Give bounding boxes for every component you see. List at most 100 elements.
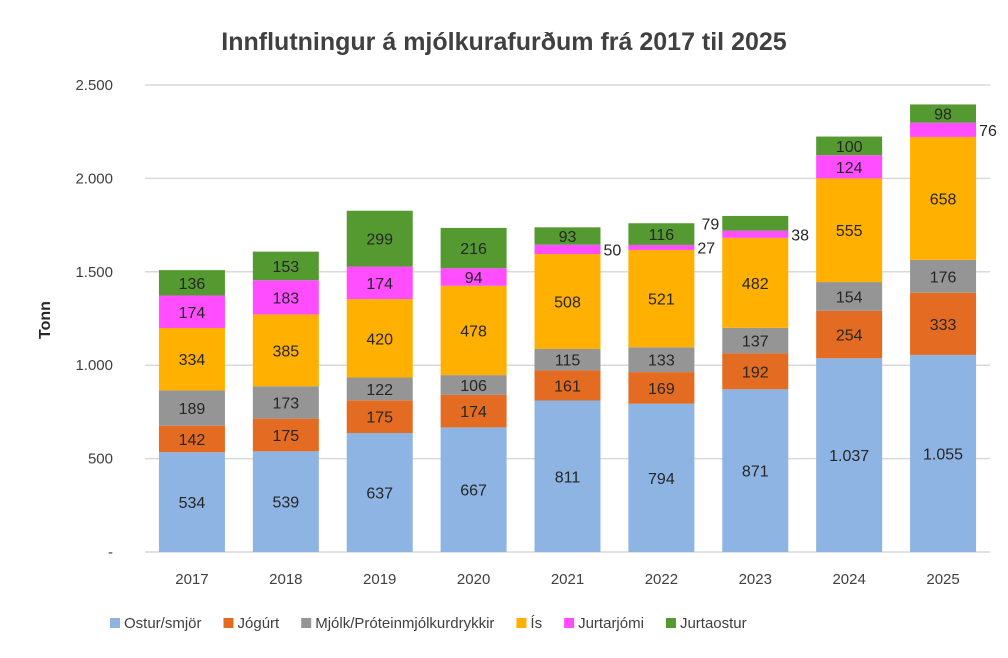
bar-segment xyxy=(534,348,601,371)
data-label: 137 xyxy=(742,334,769,351)
bar-segment xyxy=(628,347,695,373)
bar-segment xyxy=(910,259,977,293)
bar-segment xyxy=(910,292,977,355)
data-label: 174 xyxy=(460,404,487,421)
data-label: 38 xyxy=(791,227,809,244)
bar-segment xyxy=(252,280,319,315)
legend-label: Ís xyxy=(530,615,542,632)
x-axis-ticks: 2017 2018 2019 2020 2021 2022 2023 2024 2025 xyxy=(175,571,959,588)
bar-segment xyxy=(628,223,695,245)
legend-swatch xyxy=(665,618,676,628)
bar-segment xyxy=(816,178,883,283)
data-label: 183 xyxy=(272,290,299,307)
legend-swatch xyxy=(564,618,575,628)
x-tick-label: 2017 xyxy=(175,571,208,588)
legend-label: Jógúrt xyxy=(238,615,281,632)
bar-segment xyxy=(346,400,413,434)
y-tick-label: 500 xyxy=(88,451,113,468)
data-label: 521 xyxy=(648,292,675,309)
data-label: 124 xyxy=(836,160,863,177)
bar-segment xyxy=(440,268,507,286)
data-label: 93 xyxy=(559,229,577,246)
data-label: 100 xyxy=(836,139,863,156)
data-label: 420 xyxy=(366,331,393,348)
bar-segment xyxy=(440,375,507,395)
data-label: 658 xyxy=(930,191,957,208)
bar-segment xyxy=(440,427,507,552)
bar-segment xyxy=(628,249,695,348)
bar-segment xyxy=(158,295,225,329)
y-tick-label: 1.500 xyxy=(75,264,113,281)
bar-segment xyxy=(534,370,601,401)
legend-swatch xyxy=(223,618,234,628)
bar-segment xyxy=(252,314,319,387)
data-label: 153 xyxy=(272,259,299,276)
legend-label: Ostur/smjör xyxy=(124,615,202,632)
data-label: 334 xyxy=(179,352,206,369)
bar-segment xyxy=(628,244,695,250)
bar-segment xyxy=(722,389,789,552)
x-tick-label: 2024 xyxy=(832,571,865,588)
bar-segment xyxy=(722,327,789,354)
bar-segment xyxy=(346,299,413,378)
bar-segment xyxy=(158,270,225,296)
data-label: 508 xyxy=(554,295,581,312)
data-label: 299 xyxy=(366,232,393,249)
data-label: 169 xyxy=(648,381,675,398)
data-label: 478 xyxy=(460,323,487,340)
data-label: 175 xyxy=(366,410,393,427)
data-label: 106 xyxy=(460,378,487,395)
bar-segment xyxy=(158,328,225,391)
legend-label: Jurtaostur xyxy=(680,615,747,632)
data-label: 136 xyxy=(179,276,206,293)
bar-segment xyxy=(440,285,507,376)
data-label: 871 xyxy=(742,464,769,481)
y-tick-label: 2.000 xyxy=(75,170,113,187)
data-label: 133 xyxy=(648,353,675,370)
bar-segment xyxy=(722,353,789,390)
data-label: 161 xyxy=(554,378,581,395)
data-label: 667 xyxy=(460,483,487,500)
y-tick-label: 1.000 xyxy=(75,357,113,374)
data-label: 482 xyxy=(742,276,769,293)
bars: 534 142 189 334 174 136 539 175 173 385 183 153 637 1… xyxy=(158,104,997,552)
legend-label: Jurtarjómi xyxy=(578,615,644,632)
legend-swatch xyxy=(301,618,312,628)
data-label: 555 xyxy=(836,223,863,240)
data-label: 811 xyxy=(555,469,581,486)
chart-title: Innflutningur á mjólkurafurðum frá 2017 … xyxy=(221,28,786,56)
x-tick-label: 2022 xyxy=(645,571,678,588)
bar-segment xyxy=(628,403,695,552)
bar-segment xyxy=(722,215,789,231)
bar-segment xyxy=(252,418,319,452)
legend: Ostur/smjör Jógúrt Mjólk/Próteinmjólkurdry… xyxy=(110,615,747,632)
bar-segment xyxy=(816,282,883,311)
x-tick-label: 2023 xyxy=(739,571,772,588)
bar-segment xyxy=(534,244,601,255)
bar-segment xyxy=(534,254,601,349)
bar-segment xyxy=(722,237,789,328)
bar-segment xyxy=(158,452,225,552)
legend-swatch xyxy=(516,618,527,628)
data-label: 192 xyxy=(742,364,769,381)
data-label: 1.055 xyxy=(923,446,963,463)
bar-segment xyxy=(816,155,883,179)
bar-segment xyxy=(440,227,507,269)
data-label: 76 xyxy=(979,123,997,140)
data-label: 176 xyxy=(930,269,957,286)
data-label: 216 xyxy=(460,241,487,258)
bar-segment xyxy=(910,104,977,123)
x-tick-label: 2019 xyxy=(363,571,396,588)
bar-segment xyxy=(346,210,413,267)
bar-segment xyxy=(440,394,507,428)
data-label: 142 xyxy=(179,432,206,449)
data-label: 637 xyxy=(366,486,393,503)
data-label: 254 xyxy=(836,328,863,345)
data-label: 173 xyxy=(272,395,299,412)
data-label: 333 xyxy=(930,317,957,334)
data-label: 122 xyxy=(366,382,393,399)
bar-segment xyxy=(816,136,883,156)
x-tick-label: 2018 xyxy=(269,571,302,588)
bar-segment xyxy=(252,251,319,281)
y-axis-ticks: - 500 1.000 1.500 2.000 2.500 xyxy=(75,77,113,561)
